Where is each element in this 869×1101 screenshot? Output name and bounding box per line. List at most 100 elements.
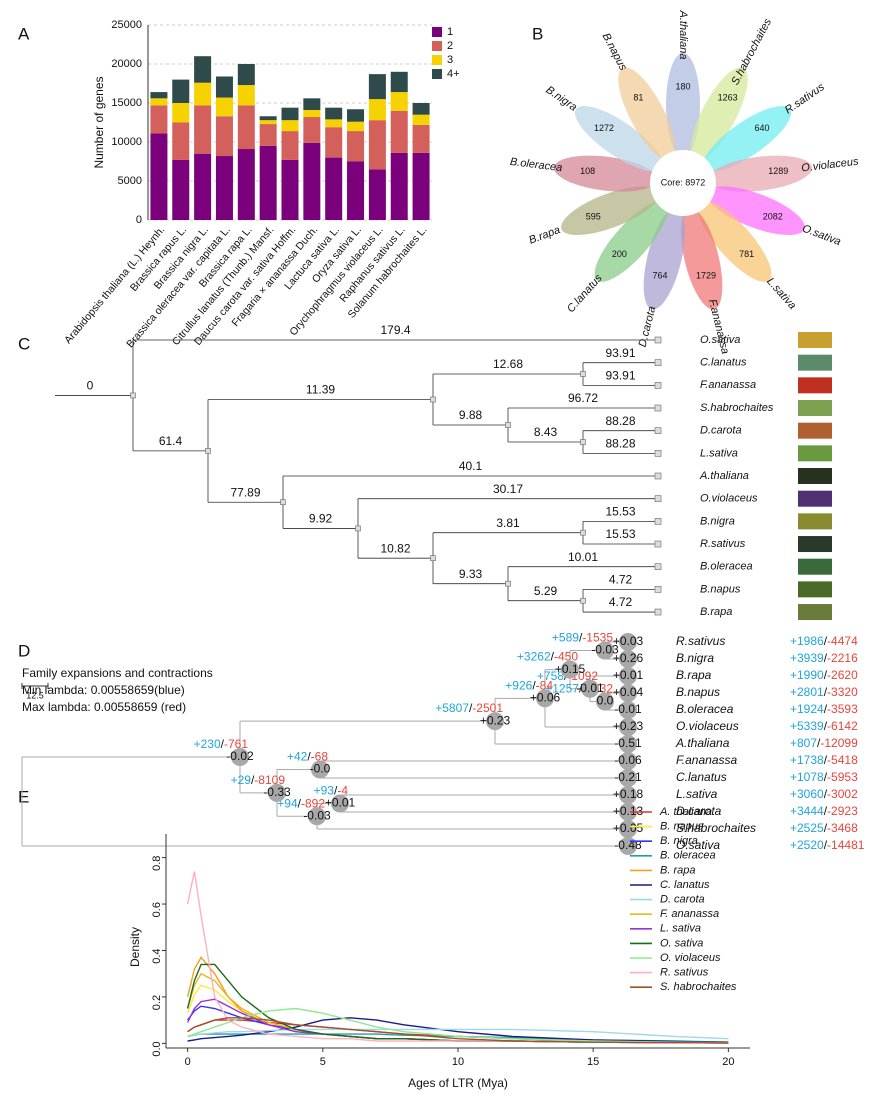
petal-name: O.sativa (800, 223, 842, 249)
bar-segment (150, 98, 168, 106)
loss: -12099 (820, 736, 858, 750)
density-line (187, 1017, 729, 1044)
bar-segment (172, 159, 190, 220)
node-circle (619, 769, 637, 787)
loss: -1535 (582, 631, 613, 645)
lambda-change: +0.23 (613, 719, 644, 733)
gain: +2525 (790, 821, 824, 835)
petal-name: B.nigra (543, 84, 579, 114)
y-axis-label: Density (128, 927, 142, 967)
separator: / (824, 685, 828, 699)
thumbnail (798, 581, 832, 598)
gain: +3939 (790, 651, 824, 665)
node-circle (596, 641, 614, 660)
legend-label: 4+ (447, 68, 460, 80)
node-circle (619, 803, 637, 821)
separator: / (824, 804, 828, 818)
bar-segment (325, 127, 343, 158)
lambda-change: -0.06 (614, 753, 642, 767)
legend-label: A. thaliana (659, 806, 712, 818)
node-circle (268, 783, 286, 802)
separator: / (251, 773, 255, 787)
gain-loss: +5339/-6142 (790, 719, 858, 733)
leaf-name: S.habrochaites (700, 402, 774, 414)
petal-value: 108 (580, 166, 595, 176)
leaf-name: S.habrochaites (676, 821, 756, 835)
bar-segment (390, 110, 408, 153)
gain-loss: +29/-8109 (231, 773, 286, 787)
leaf-name: D.carota (700, 425, 742, 437)
legend-label: 3 (447, 54, 453, 66)
thumbnail (798, 377, 832, 394)
legend-swatch (432, 69, 442, 79)
legend-label: F. ananassa (660, 908, 719, 920)
leaf-name: B.napus (700, 583, 741, 595)
gain-loss: +3939/-2216 (790, 651, 858, 665)
petal-name: A.thaliana (677, 10, 689, 60)
gain: +1986 (790, 634, 824, 648)
lambda-change: +0.06 (530, 690, 561, 704)
node-circle (331, 794, 349, 813)
panel-label: D (18, 641, 30, 660)
loss: -14481 (827, 838, 865, 852)
bar-segment (303, 110, 321, 118)
branch-label: 8.43 (534, 425, 558, 439)
cafe-note: Max lambda: 0.00558659 (red) (22, 700, 186, 714)
bar-segment (237, 64, 255, 86)
loss: -3002 (827, 787, 858, 801)
bar-segment (412, 103, 430, 115)
branch-label: 12.68 (493, 357, 523, 371)
density-line (187, 1017, 729, 1043)
leaf-name: B.napus (676, 685, 720, 699)
petal (666, 53, 700, 157)
gain: +1738 (790, 753, 824, 767)
separator: / (469, 701, 473, 715)
panel-label: C (18, 334, 30, 353)
node-circle (619, 701, 637, 719)
node-circle (619, 752, 637, 770)
petal (643, 208, 686, 310)
gain-loss: +3444/-2923 (790, 804, 858, 818)
separator: / (551, 650, 555, 664)
loss: -6142 (827, 719, 858, 733)
bar-segment (390, 92, 408, 111)
node-circle (619, 735, 637, 753)
branch-label: 15.53 (605, 527, 635, 541)
bar-segment (390, 152, 408, 220)
gain: +2520 (790, 838, 824, 852)
branch-label: 96.72 (568, 391, 598, 405)
gain: +3444 (790, 804, 824, 818)
panel-label: A (18, 24, 30, 43)
gain: +230 (194, 737, 221, 751)
petal (690, 67, 748, 161)
density-line (187, 1007, 729, 1044)
branch-label: 77.89 (230, 485, 260, 499)
petal-value: 1729 (696, 271, 716, 281)
separator: / (334, 784, 338, 798)
leaf-name: D.carota (676, 804, 722, 818)
loss: -2216 (827, 651, 858, 665)
bar-segment (347, 131, 365, 162)
bar-segment (347, 109, 365, 122)
bar-segment (368, 74, 386, 100)
leaf-node (654, 382, 662, 389)
bar-segment (412, 152, 430, 220)
bar-segment (194, 56, 212, 83)
x-tick-label: 5 (320, 1056, 326, 1068)
y-tick-label: 10000 (111, 136, 142, 148)
petal (574, 106, 663, 172)
leaf-name: R.sativus (676, 634, 725, 648)
gain: +3262 (517, 650, 551, 664)
leaf-name: B.rapa (676, 668, 712, 682)
separator: / (532, 678, 536, 692)
lambda-change: -0.03 (591, 643, 619, 657)
gain-loss: +1924/-3593 (790, 702, 858, 716)
bar-segment (237, 149, 255, 220)
branch-label: 0 (87, 379, 94, 393)
leaf-node (654, 495, 662, 502)
bar-segment (150, 133, 168, 220)
x-tick-label: 20 (722, 1056, 734, 1068)
leaf-name: C.lanatus (676, 770, 727, 784)
separator: / (824, 651, 828, 665)
leaf-node (654, 427, 662, 434)
